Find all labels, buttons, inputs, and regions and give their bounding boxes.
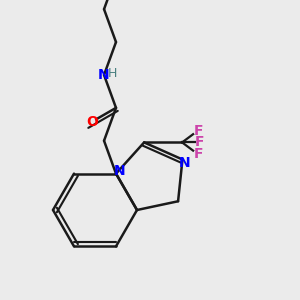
Text: F: F: [194, 124, 203, 138]
Text: F: F: [194, 147, 203, 160]
Text: N: N: [179, 157, 190, 170]
Text: O: O: [86, 115, 98, 129]
Text: H: H: [107, 68, 117, 80]
Text: N: N: [114, 164, 126, 178]
Text: N: N: [98, 68, 110, 82]
Text: F: F: [195, 135, 205, 149]
